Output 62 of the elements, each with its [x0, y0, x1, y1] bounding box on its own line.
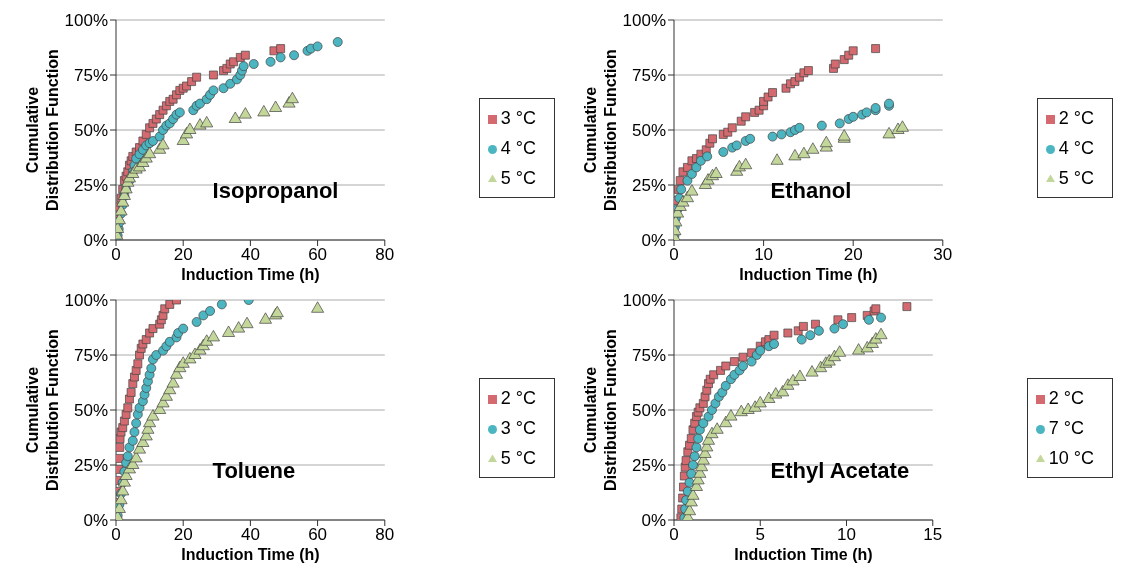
- x-tick-label: 40: [240, 525, 260, 545]
- y-tick-label: 0%: [83, 231, 108, 251]
- x-tick-label: 30: [933, 245, 953, 265]
- x-axis-title: Induction Time (h): [734, 546, 873, 563]
- y-tick-label: 75%: [73, 66, 108, 86]
- x-tick-label: 0: [669, 525, 679, 545]
- y-tick-label: 50%: [73, 121, 108, 141]
- x-tick-label: 20: [173, 525, 193, 545]
- legend-label: 2 °C: [1058, 108, 1094, 128]
- y-tick-label: 25%: [73, 456, 108, 476]
- y-tick-label: 100%: [622, 291, 666, 311]
- x-tick-label: 0: [111, 245, 121, 265]
- y-tick-label: 25%: [631, 456, 666, 476]
- y-tick-label: 75%: [631, 346, 666, 366]
- y-tick-label: 25%: [631, 176, 666, 196]
- legend-label: 5 °C: [500, 168, 536, 188]
- x-tick-label: 80: [375, 245, 395, 265]
- x-tick-label: 15: [923, 525, 943, 545]
- legend-label: 3 °C: [500, 108, 536, 128]
- x-tick-label: 20: [843, 245, 863, 265]
- x-tick-label: 0: [669, 245, 679, 265]
- x-axis-title: Induction Time (h): [181, 546, 320, 563]
- y-axis-title: Cumulative Distribution Function: [582, 329, 619, 491]
- y-tick-label: 50%: [631, 401, 666, 421]
- y-tick-label: 50%: [73, 401, 108, 421]
- legend-label: 4 °C: [500, 138, 536, 158]
- x-axis-title: Induction Time (h): [181, 266, 320, 283]
- legend-label: 2 °C: [500, 388, 536, 408]
- legend-label: 2 °C: [1048, 388, 1084, 408]
- x-tick-label: 40: [240, 245, 260, 265]
- x-tick-label: 20: [173, 245, 193, 265]
- annotation: Ethanol: [770, 178, 852, 205]
- y-axis-title: Cumulative Distribution Function: [24, 329, 61, 491]
- x-tick-label: 0: [111, 525, 121, 545]
- y-tick-label: 0%: [641, 231, 666, 251]
- y-tick-label: 100%: [64, 11, 108, 31]
- legend-label: 4 °C: [1058, 138, 1094, 158]
- legend-label: 7 °C: [1048, 418, 1084, 438]
- x-tick-label: 10: [837, 525, 856, 545]
- y-axis-title: Cumulative Distribution Function: [582, 49, 619, 211]
- x-tick-label: 10: [754, 245, 774, 265]
- x-tick-label: 5: [755, 525, 765, 545]
- annotation: Isopropanol: [212, 178, 339, 205]
- legend-label: 5 °C: [1058, 168, 1094, 188]
- y-tick-label: 100%: [622, 11, 666, 31]
- y-tick-label: 100%: [64, 291, 108, 311]
- annotation: Ethyl Acetate: [770, 458, 910, 485]
- y-tick-label: 50%: [631, 121, 666, 141]
- y-tick-label: 75%: [631, 66, 666, 86]
- x-tick-label: 80: [375, 525, 395, 545]
- annotation: Toluene: [212, 458, 296, 485]
- x-tick-label: 60: [308, 525, 328, 545]
- x-tick-label: 60: [308, 245, 328, 265]
- y-axis-title: Cumulative Distribution Function: [24, 49, 61, 211]
- y-tick-label: 75%: [73, 346, 108, 366]
- y-tick-label: 0%: [83, 511, 108, 531]
- x-axis-title: Induction Time (h): [739, 266, 878, 283]
- y-tick-label: 25%: [73, 176, 108, 196]
- legend-label: 5 °C: [500, 448, 536, 468]
- legend-label: 3 °C: [500, 418, 536, 438]
- y-tick-label: 0%: [641, 511, 666, 531]
- legend-label: 10 °C: [1048, 448, 1094, 468]
